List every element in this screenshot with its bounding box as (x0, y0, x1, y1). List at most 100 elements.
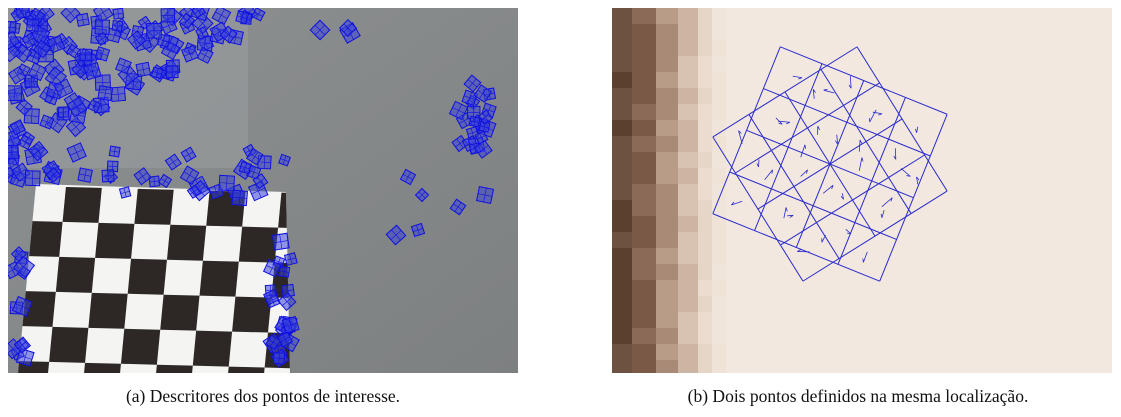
board-cell (160, 295, 199, 331)
pixel (632, 136, 656, 152)
pixel (612, 120, 632, 136)
pixel (678, 264, 698, 280)
pixel (632, 72, 656, 88)
figure (0, 0, 1121, 380)
pixel (698, 184, 712, 200)
pixel (656, 88, 678, 104)
pixel (656, 136, 678, 152)
pixel (612, 360, 632, 376)
pixel (712, 200, 726, 216)
pixel (656, 56, 678, 72)
descriptor (80, 49, 92, 61)
pixel (698, 312, 712, 328)
pixel (678, 40, 698, 56)
pixel (678, 280, 698, 296)
descriptor (95, 20, 109, 34)
pixel (632, 88, 656, 104)
pixel (632, 40, 656, 56)
pixel (712, 296, 726, 312)
pixel (656, 280, 678, 296)
board-cell (88, 293, 127, 329)
descriptor (113, 8, 124, 19)
pixel (612, 72, 632, 88)
descriptor (78, 168, 92, 182)
descriptor (147, 24, 162, 39)
pixel (712, 360, 726, 376)
pixel (678, 104, 698, 120)
pixel (698, 120, 712, 136)
pixel (678, 56, 698, 72)
pixel (712, 248, 726, 264)
pixel (698, 360, 712, 376)
pixel (632, 232, 656, 248)
descriptor (477, 187, 494, 204)
pixel (632, 56, 656, 72)
board-cell (121, 329, 160, 365)
pixel (632, 344, 656, 360)
pixel (698, 280, 712, 296)
descriptor (272, 233, 289, 250)
pixel (612, 104, 632, 120)
pixel (612, 40, 632, 56)
pixel (632, 296, 656, 312)
board-cell (82, 363, 121, 380)
pixel (678, 72, 698, 88)
pixel (632, 200, 656, 216)
pixel (656, 72, 678, 88)
pixel (712, 312, 726, 328)
pixel (656, 328, 678, 344)
pixel (698, 136, 712, 152)
pixel (632, 24, 656, 40)
image-b (612, 8, 1112, 376)
pixel (612, 200, 632, 216)
pixel (678, 216, 698, 232)
pixel-strip (612, 8, 726, 376)
descriptor (119, 187, 130, 198)
board-cell (239, 227, 278, 263)
descriptor (102, 170, 114, 182)
pixel (632, 264, 656, 280)
pixel (712, 40, 726, 56)
pixel (612, 344, 632, 360)
pixel (612, 56, 632, 72)
pixel (612, 24, 632, 40)
descriptor (4, 21, 16, 33)
pixel (656, 248, 678, 264)
pixel (712, 232, 726, 248)
descriptor (284, 253, 297, 266)
pixel (612, 280, 632, 296)
board-cell (154, 365, 193, 380)
pixel (678, 344, 698, 360)
pixel (698, 56, 712, 72)
pixel (712, 168, 726, 184)
descriptor (7, 86, 22, 101)
pixel (698, 88, 712, 104)
pixel (712, 344, 726, 360)
pixel (678, 152, 698, 168)
descriptor (109, 146, 120, 157)
pixel (678, 24, 698, 40)
pixel (632, 328, 656, 344)
pixel (612, 232, 632, 248)
pixel (712, 264, 726, 280)
pixel (632, 312, 656, 328)
pixel (656, 40, 678, 56)
pixel (656, 344, 678, 360)
pixel (712, 72, 726, 88)
pixel (678, 248, 698, 264)
pixel (678, 184, 698, 200)
descriptor (161, 9, 175, 23)
board-cell (167, 225, 206, 261)
pixel (656, 104, 678, 120)
pixel (698, 152, 712, 168)
pixel (632, 184, 656, 200)
pixel (656, 152, 678, 168)
pixel (656, 168, 678, 184)
descriptor (58, 107, 69, 118)
descriptor (239, 162, 251, 174)
descriptor (151, 67, 162, 78)
board-cell (134, 189, 173, 225)
pixel (656, 24, 678, 40)
pixel (612, 248, 632, 264)
caption-a: (a) Descritores dos pontos de interesse. (8, 386, 518, 407)
